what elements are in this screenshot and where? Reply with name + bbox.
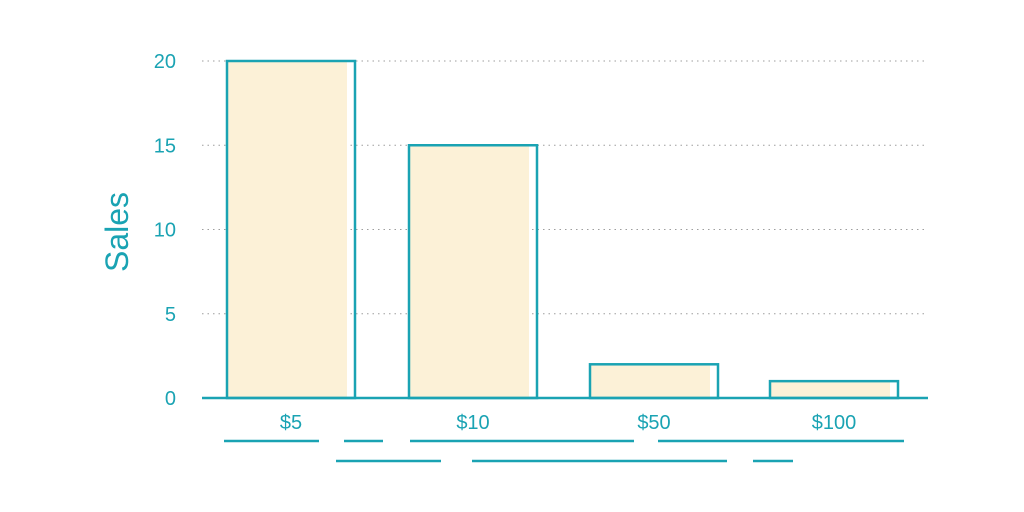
y-tick-label: 0 bbox=[165, 388, 176, 410]
y-axis-title: Sales bbox=[99, 192, 135, 272]
y-tick-label: 5 bbox=[165, 304, 176, 326]
y-tick-label: 15 bbox=[154, 135, 176, 157]
bar bbox=[407, 144, 539, 400]
bar-fill bbox=[770, 381, 890, 398]
x-tick-label: $10 bbox=[456, 412, 489, 434]
bar-fill bbox=[409, 145, 529, 398]
decorative-underlines bbox=[224, 439, 904, 463]
bar bbox=[588, 363, 720, 400]
x-tick-label: $100 bbox=[812, 412, 857, 434]
x-tick-label: $50 bbox=[637, 412, 670, 434]
x-tick-label: $5 bbox=[280, 412, 302, 434]
bar-fill bbox=[227, 61, 347, 398]
x-axis-ticks: $5 $10 $50 $100 bbox=[280, 412, 856, 434]
y-tick-label: 20 bbox=[154, 51, 176, 73]
y-axis-ticks: 0 5 10 15 20 bbox=[154, 51, 176, 410]
bar bbox=[768, 379, 900, 400]
bar-fill bbox=[590, 364, 710, 398]
y-tick-label: 10 bbox=[154, 220, 176, 242]
bar bbox=[225, 59, 357, 400]
